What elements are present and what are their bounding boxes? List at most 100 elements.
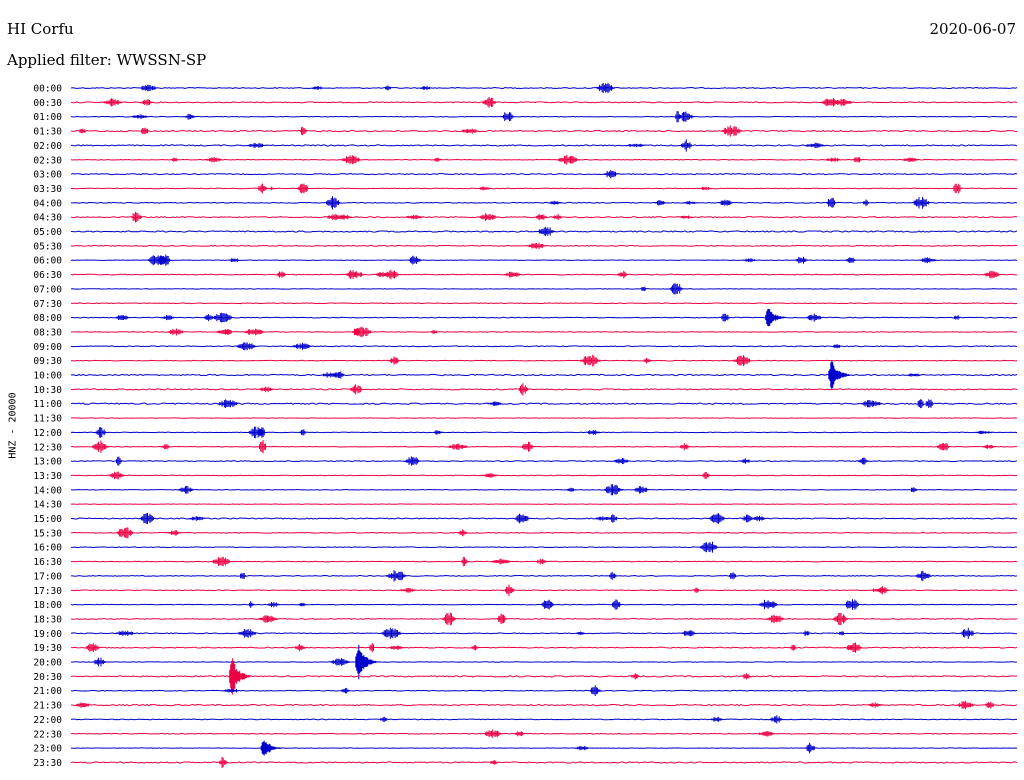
trace-line (70, 589, 1018, 592)
row-tick-label: 10:30 (33, 385, 62, 396)
row-tick-label: 09:00 (33, 342, 62, 353)
trace-line (70, 373, 1018, 377)
trace-line (70, 402, 1018, 405)
trace-line (70, 703, 1018, 707)
trace-line (70, 302, 1018, 305)
trace-events (249, 599, 861, 610)
row-tick-label: 14:00 (33, 485, 62, 496)
trace-line (70, 101, 1018, 104)
row-tick-label: 23:00 (33, 744, 62, 755)
trace-line (70, 474, 1018, 477)
trace-line (70, 460, 1018, 463)
event-burst (321, 360, 923, 390)
row-tick-label: 06:00 (33, 256, 62, 267)
row-tick-label: 19:30 (33, 643, 62, 654)
row-tick-label: 10:00 (33, 371, 62, 382)
trace-line (70, 517, 1018, 520)
row-tick-label: 18:00 (33, 600, 62, 611)
row-tick-label: 08:30 (33, 327, 62, 338)
row-tick-label: 02:00 (33, 141, 62, 152)
trace-line (70, 173, 1018, 176)
trace-line (70, 632, 1018, 635)
row-tick-label: 03:00 (33, 170, 62, 181)
row-tick-label: 22:00 (33, 715, 62, 726)
row-tick-label: 14:30 (33, 500, 62, 511)
trace-line (70, 531, 1018, 534)
trace-events (79, 125, 742, 137)
row-tick-label: 04:00 (33, 198, 62, 209)
trace-events (537, 226, 556, 237)
event-burst (249, 599, 861, 610)
row-tick-label: 18:30 (33, 614, 62, 625)
event-burst (235, 342, 842, 351)
row-tick-label: 06:30 (33, 270, 62, 281)
trace-line (70, 144, 1018, 147)
trace-events (93, 644, 377, 680)
row-tick-label: 21:00 (33, 686, 62, 697)
trace-line (70, 345, 1018, 348)
trace-line (70, 732, 1018, 735)
trace-events (604, 170, 619, 179)
trace-line (70, 187, 1018, 190)
event-burst (526, 242, 547, 249)
row-tick-label: 13:30 (33, 471, 62, 482)
event-burst (93, 644, 377, 680)
row-tick-label: 12:30 (33, 442, 62, 453)
row-tick-label: 11:30 (33, 414, 62, 425)
row-tick-label: 13:00 (33, 457, 62, 468)
event-burst (258, 612, 848, 626)
trace-line (70, 431, 1018, 434)
row-tick-label: 05:30 (33, 241, 62, 252)
trace-line (70, 201, 1018, 204)
trace-line (70, 359, 1018, 362)
row-tick-label: 22:30 (33, 729, 62, 740)
event-burst (604, 170, 619, 179)
trace-events (102, 97, 854, 108)
trace-line (70, 115, 1018, 118)
row-tick-label: 11:00 (33, 399, 62, 410)
trace-events (258, 612, 848, 626)
trace-line (70, 273, 1018, 276)
row-tick-label: 12:00 (33, 428, 62, 439)
row-tick-label: 19:00 (33, 629, 62, 640)
trace-line (70, 331, 1018, 333)
event-burst (537, 226, 556, 237)
row-tick-label: 08:00 (33, 313, 62, 324)
event-burst (79, 125, 742, 137)
row-tick-label: 20:00 (33, 658, 62, 669)
event-burst (700, 541, 719, 553)
row-tick-label: 09:30 (33, 356, 62, 367)
row-tick-label: 17:30 (33, 586, 62, 597)
trace-line (70, 689, 1018, 692)
trace-line (70, 574, 1018, 577)
row-tick-label: 23:30 (33, 758, 62, 769)
trace-line (70, 646, 1018, 649)
trace-line (70, 129, 1018, 133)
trace-line (70, 388, 1018, 391)
row-tick-label: 21:30 (33, 701, 62, 712)
row-tick-label: 16:00 (33, 543, 62, 554)
row-tick-label: 07:00 (33, 284, 62, 295)
row-tick-label: 20:30 (33, 672, 62, 683)
station-title: HI Corfu (7, 20, 74, 38)
trace-line (70, 718, 1017, 721)
filter-label: Applied filter: WWSSN-SP (7, 51, 207, 69)
trace-line (70, 618, 1018, 620)
date-label: 2020-06-07 (929, 20, 1016, 38)
trace-line (70, 675, 1018, 678)
trace-line (70, 546, 1018, 549)
trace-line (70, 761, 1018, 764)
row-tick-label: 04:30 (33, 213, 62, 224)
row-tick-label: 16:30 (33, 557, 62, 568)
row-tick-label: 07:30 (33, 299, 62, 310)
row-tick-label: 00:30 (33, 98, 62, 109)
row-tick-label: 01:30 (33, 127, 62, 138)
row-tick-label: 05:00 (33, 227, 62, 238)
trace-events (321, 360, 923, 390)
event-burst (102, 97, 854, 108)
row-tick-label: 00:00 (33, 84, 62, 95)
row-tick-label: 15:30 (33, 528, 62, 539)
trace-line (70, 489, 1018, 491)
trace-events (700, 541, 719, 553)
